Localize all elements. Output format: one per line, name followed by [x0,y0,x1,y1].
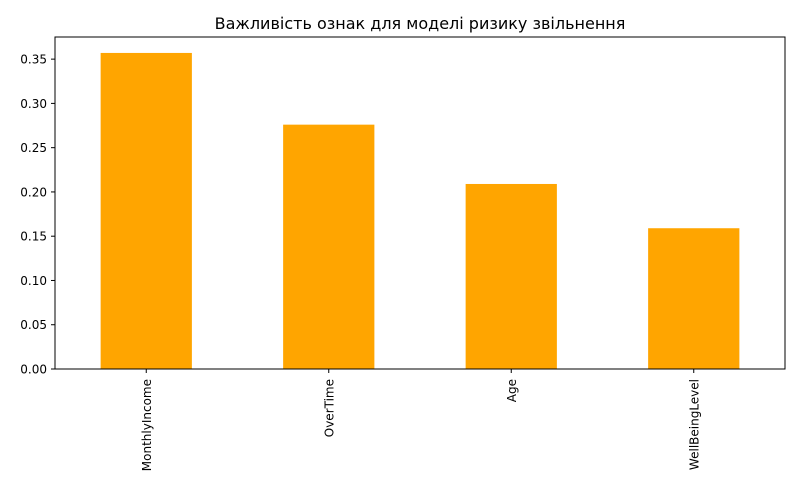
bar-monthlyincome [100,52,192,369]
x-tick-label-age: Age [505,379,519,402]
y-tick-label: 0.20 [20,185,47,199]
y-tick-label: 0.25 [20,141,47,155]
bar-overtime [283,124,375,370]
y-tick-label: 0.15 [20,230,47,244]
axes-frame [54,36,786,370]
x-tick-label-monthlyincome: MonthlyIncome [140,379,154,471]
y-tick-label: 0.05 [20,318,47,332]
bar-wellbeinglevel [648,228,740,369]
y-tick-label: 0.10 [20,274,47,288]
x-tick-label-wellbeinglevel: WellBeingLevel [687,379,701,470]
bar-age [465,183,557,369]
plot-area: 0.00 0.05 0.10 0.15 0.20 0.25 0.30 0.35 MonthlyI… [20,36,786,471]
y-tick-label: 0.30 [20,97,47,111]
y-tick-label: 0.35 [20,53,47,67]
y-tick-label: 0.00 [20,363,47,377]
x-tick-label-overtime: OverTime [322,379,336,437]
chart-title: Важливість ознак для моделі ризику звіль… [215,14,626,33]
